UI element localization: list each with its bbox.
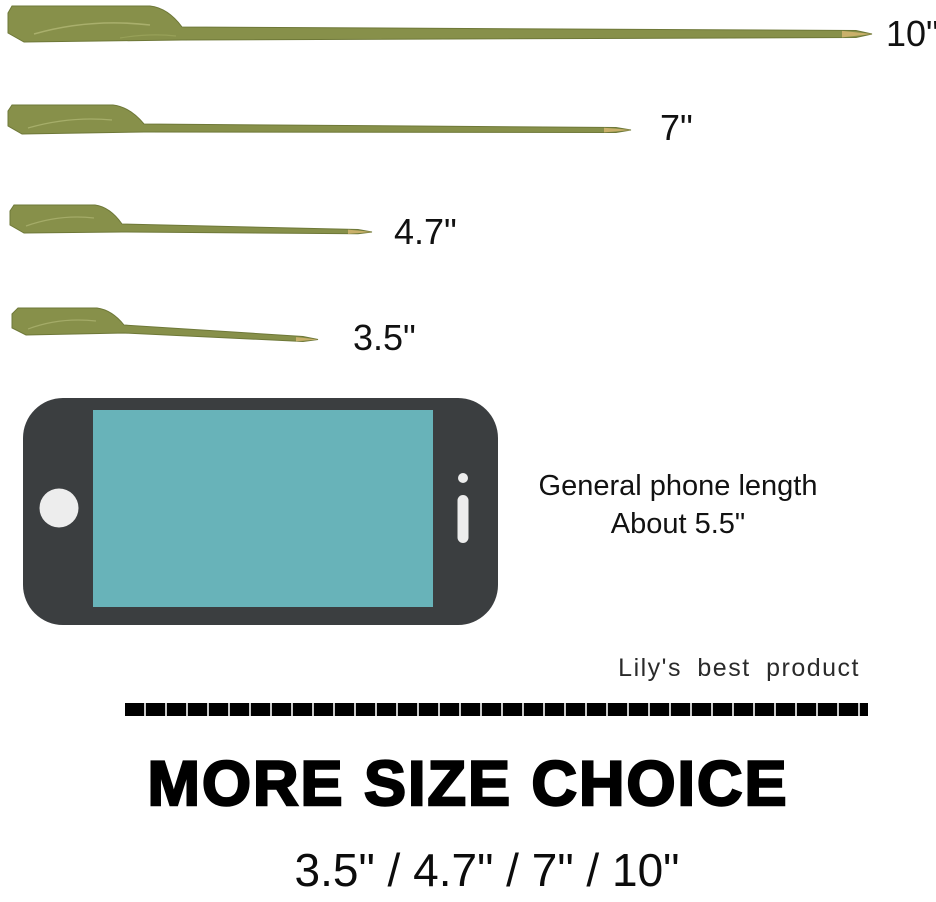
headline: MORE SIZE CHOICE <box>146 748 789 820</box>
skewer-10-inch-illustration <box>7 5 873 43</box>
phone-speaker-bar-icon <box>457 495 469 543</box>
phone-screen <box>93 410 433 607</box>
skewer-10-grain-line-2 <box>119 34 177 39</box>
skewer-3-5-body <box>11 307 319 343</box>
skewer-3-5-tip <box>296 337 318 342</box>
skewer-4-7-inch-illustration <box>9 204 373 235</box>
skewer-10-grain-line <box>33 22 151 35</box>
skewer-7-grain-line <box>27 118 113 129</box>
divider-bar <box>125 703 868 716</box>
phone-length-note-line1: General phone length <box>538 470 818 502</box>
skewer-7-body <box>7 104 632 135</box>
skewer-4-7-size-label: 4.7" <box>394 211 457 252</box>
skewer-10-body <box>7 5 873 43</box>
phone-camera-dot-icon <box>458 473 468 483</box>
skewer-4-7-body <box>9 204 373 235</box>
skewer-3-5-inch-illustration <box>11 307 319 343</box>
skewer-10-size-label: 10" <box>886 13 936 54</box>
phone-illustration <box>23 398 498 625</box>
skewer-3-5-grain-line <box>27 319 97 330</box>
phone-length-note-line2: About 5.5" <box>610 508 746 540</box>
sizes-summary: 3.5" / 4.7" / 7" / 10" <box>294 844 680 896</box>
phone-home-button-icon <box>39 488 79 528</box>
brand-note: Lily's best product <box>618 654 860 682</box>
skewer-7-tip <box>604 127 631 133</box>
phone-length-note: General phone length About 5.5" <box>510 467 846 543</box>
skewer-10-tip <box>842 30 872 38</box>
skewer-7-size-label: 7" <box>660 107 693 148</box>
skewer-7-inch-illustration <box>7 104 632 135</box>
skewer-4-7-tip <box>348 229 372 234</box>
skewer-3-5-size-label: 3.5" <box>353 317 416 358</box>
skewer-4-7-grain-line <box>25 216 95 227</box>
